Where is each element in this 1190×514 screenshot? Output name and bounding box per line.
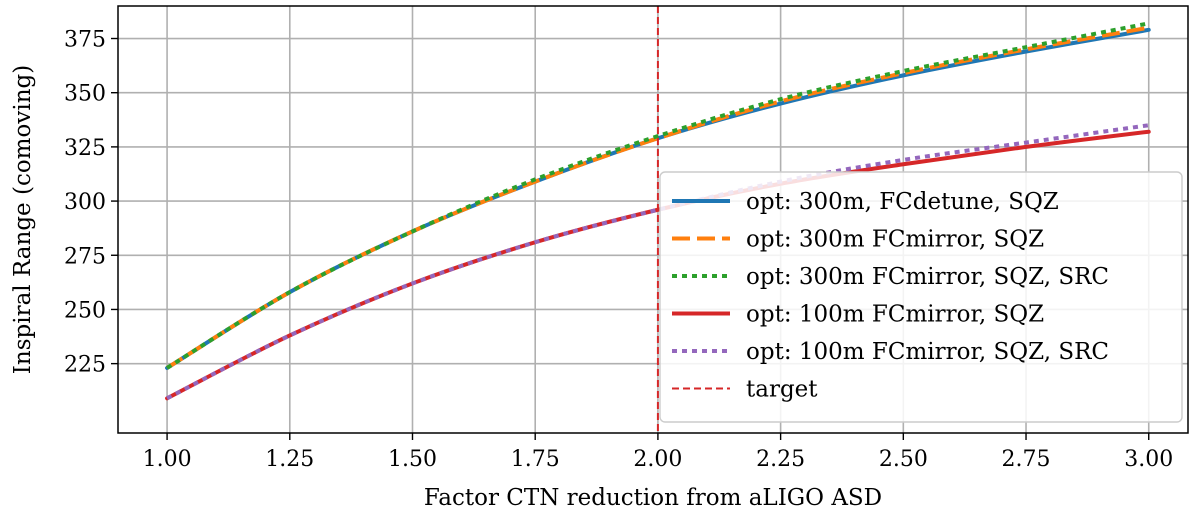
x-tick-label: 1.00 [143,447,192,472]
x-tick-label: 2.75 [1002,447,1051,472]
y-tick-label: 225 [64,353,106,378]
x-tick-label: 2.25 [756,447,805,472]
y-tick-label: 300 [64,190,106,215]
x-tick-label: 2.00 [633,447,682,472]
x-tick-label: 3.00 [1124,447,1173,472]
legend-box [659,171,1183,423]
y-tick-label: 250 [64,298,106,323]
x-tick-label: 1.25 [265,447,314,472]
series-line-3 [166,21,1150,370]
y-tick-label: 375 [64,28,106,53]
legend-label-1: opt: 300m, FCdetune, SQZ [746,189,1059,215]
legend-label-5: opt: 100m FCmirror, SQZ, SRC [746,339,1109,365]
y-tick-label: 350 [64,82,106,107]
legend-label-6: target [746,377,818,403]
legend: opt: 300m, FCdetune, SQZ opt: 300m FCmirr… [659,171,1183,423]
x-tick-label: 1.75 [511,447,560,472]
x-axis-label: Factor CTN reduction from aLIGO ASD [424,485,882,511]
y-tick-label: 275 [64,244,106,269]
legend-label-2: opt: 300m FCmirror, SQZ [746,227,1044,253]
legend-label-4: opt: 100m FCmirror, SQZ [746,302,1044,328]
y-tick-label: 325 [64,136,106,161]
y-axis-label: Inspiral Range (comoving) [10,65,36,374]
ticks: 1.00 1.25 1.50 1.75 2.00 2.25 2.50 2.75 3.00 225 2… [64,28,1173,472]
x-tick-label: 2.50 [879,447,928,472]
x-tick-label: 1.50 [388,447,437,472]
series-line-5 [166,123,1150,401]
legend-label-3: opt: 300m FCmirror, SQZ, SRC [746,264,1109,290]
plot-frame [117,5,1189,434]
